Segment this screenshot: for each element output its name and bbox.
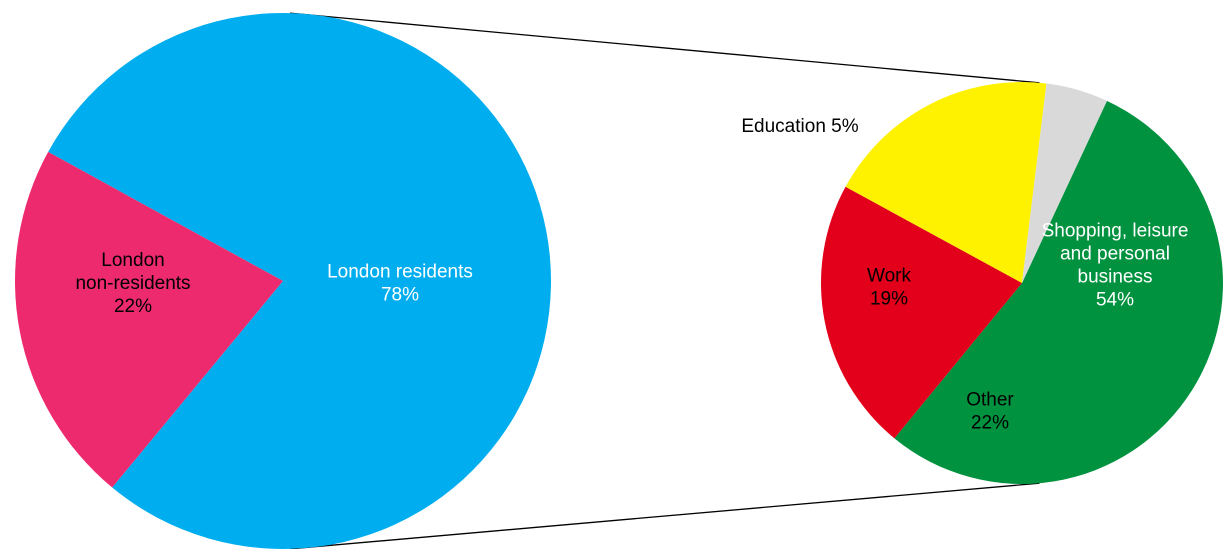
slice-other [821, 186, 1022, 439]
main-pie [14, 13, 551, 549]
label-london-non-residents: London non-residents 22% [75, 250, 190, 317]
connector-lines [289, 12, 1040, 549]
connector-bottom [289, 482, 1040, 549]
label-work: Work 19% [867, 266, 911, 310]
slice-london-residents [48, 13, 551, 549]
slice-shopping-leisure-and-personal-business [894, 100, 1223, 484]
slice-work [845, 82, 1047, 283]
label-shopping-leisure-and-personal-business: Shopping, leisure and personal business 54% [1042, 221, 1189, 311]
breakdown-pie [821, 82, 1223, 484]
slice-london-non-residents [14, 151, 283, 488]
label-london-residents: London residents 78% [327, 262, 473, 306]
label-other: Other 22% [966, 390, 1014, 434]
slice-labels: London residents 78% London non-residents 22… [75, 116, 1188, 434]
label-education: Education 5% [741, 116, 858, 137]
connector-top [289, 12, 1040, 84]
slice-education [1022, 83, 1107, 283]
